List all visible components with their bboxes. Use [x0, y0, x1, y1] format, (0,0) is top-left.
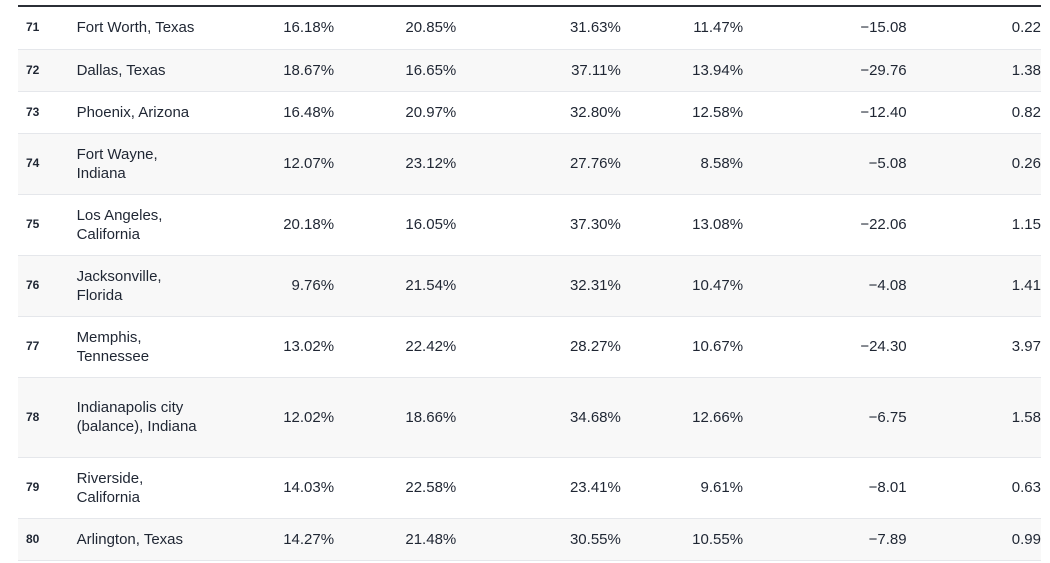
value-cell: 22.58% — [334, 457, 457, 519]
rank-cell: 79 — [18, 457, 77, 519]
value-cell: 0.26 — [906, 133, 1041, 195]
value-cell: 13.08% — [620, 194, 744, 256]
table-row: 71 Fort Worth, Texas 16.18% 20.85% 31.63… — [18, 7, 1041, 50]
value-cell: 0.63 — [906, 457, 1041, 519]
value-cell: 18.67% — [207, 49, 335, 92]
value-cell: 12.66% — [620, 377, 744, 458]
value-cell: 11.47% — [620, 7, 744, 50]
value-cell: −8.01 — [743, 457, 907, 519]
value-cell: 18.66% — [334, 377, 457, 458]
value-cell: 0.99 — [906, 518, 1041, 561]
rank-cell: 80 — [18, 518, 77, 561]
value-cell: −7.89 — [743, 518, 907, 561]
value-cell: 16.05% — [334, 194, 457, 256]
value-cell: −12.40 — [743, 91, 907, 134]
value-cell: 10.55% — [620, 518, 744, 561]
value-cell: 37.11% — [456, 49, 621, 92]
city-cell: Los Angeles, California — [76, 194, 208, 256]
value-cell: 3.97 — [906, 316, 1041, 378]
table-row: 78 Indianapolis city (balance), Indiana … — [18, 377, 1041, 458]
table-row: 79 Riverside, California 14.03% 22.58% 2… — [18, 457, 1041, 519]
value-cell: 14.27% — [207, 518, 335, 561]
value-cell: 32.31% — [456, 255, 621, 317]
value-cell: 21.54% — [334, 255, 457, 317]
rank-cell: 76 — [18, 255, 77, 317]
city-cell: Fort Worth, Texas — [76, 7, 208, 50]
table-row: 77 Memphis, Tennessee 13.02% 22.42% 28.2… — [18, 316, 1041, 378]
value-cell: 27.76% — [456, 133, 621, 195]
value-cell: 10.47% — [620, 255, 744, 317]
rankings-table: 71 Fort Worth, Texas 16.18% 20.85% 31.63… — [18, 7, 1041, 561]
value-cell: −4.08 — [743, 255, 907, 317]
rankings-table-container: 71 Fort Worth, Texas 16.18% 20.85% 31.63… — [18, 5, 1041, 561]
value-cell: 12.07% — [207, 133, 335, 195]
value-cell: 16.65% — [334, 49, 457, 92]
table-row: 80 Arlington, Texas 14.27% 21.48% 30.55%… — [18, 518, 1041, 561]
value-cell: −15.08 — [743, 7, 907, 50]
value-cell: 12.58% — [620, 91, 744, 134]
city-cell: Riverside, California — [76, 457, 208, 519]
rank-cell: 75 — [18, 194, 77, 256]
rank-cell: 78 — [18, 377, 77, 458]
value-cell: 13.94% — [620, 49, 744, 92]
value-cell: 34.68% — [456, 377, 621, 458]
value-cell: −29.76 — [743, 49, 907, 92]
city-cell: Arlington, Texas — [76, 518, 208, 561]
value-cell: 20.85% — [334, 7, 457, 50]
value-cell: 37.30% — [456, 194, 621, 256]
table-row: 72 Dallas, Texas 18.67% 16.65% 37.11% 13… — [18, 49, 1041, 92]
city-cell: Phoenix, Arizona — [76, 91, 208, 134]
rank-cell: 73 — [18, 91, 77, 134]
value-cell: −5.08 — [743, 133, 907, 195]
value-cell: −6.75 — [743, 377, 907, 458]
value-cell: 23.41% — [456, 457, 621, 519]
table-row: 76 Jacksonville, Florida 9.76% 21.54% 32… — [18, 255, 1041, 317]
city-cell: Dallas, Texas — [76, 49, 208, 92]
value-cell: 30.55% — [456, 518, 621, 561]
rank-cell: 71 — [18, 7, 77, 50]
table-row: 75 Los Angeles, California 20.18% 16.05%… — [18, 194, 1041, 256]
value-cell: 12.02% — [207, 377, 335, 458]
value-cell: 32.80% — [456, 91, 621, 134]
value-cell: 1.41 — [906, 255, 1041, 317]
rank-cell: 72 — [18, 49, 77, 92]
value-cell: 9.61% — [620, 457, 744, 519]
value-cell: 23.12% — [334, 133, 457, 195]
rank-cell: 74 — [18, 133, 77, 195]
value-cell: 16.18% — [207, 7, 335, 50]
value-cell: 14.03% — [207, 457, 335, 519]
value-cell: 20.18% — [207, 194, 335, 256]
value-cell: −24.30 — [743, 316, 907, 378]
value-cell: 16.48% — [207, 91, 335, 134]
rank-cell: 77 — [18, 316, 77, 378]
value-cell: 10.67% — [620, 316, 744, 378]
value-cell: 13.02% — [207, 316, 335, 378]
value-cell: 9.76% — [207, 255, 335, 317]
value-cell: 31.63% — [456, 7, 621, 50]
table-row: 73 Phoenix, Arizona 16.48% 20.97% 32.80%… — [18, 91, 1041, 134]
city-cell: Jacksonville, Florida — [76, 255, 208, 317]
value-cell: 0.82 — [906, 91, 1041, 134]
value-cell: 8.58% — [620, 133, 744, 195]
value-cell: 0.22 — [906, 7, 1041, 50]
value-cell: 1.15 — [906, 194, 1041, 256]
city-cell: Fort Wayne, Indiana — [76, 133, 208, 195]
value-cell: 28.27% — [456, 316, 621, 378]
value-cell: 21.48% — [334, 518, 457, 561]
value-cell: 1.58 — [906, 377, 1041, 458]
city-cell: Memphis, Tennessee — [76, 316, 208, 378]
value-cell: −22.06 — [743, 194, 907, 256]
city-cell: Indianapolis city (balance), Indiana — [76, 377, 208, 458]
value-cell: 1.38 — [906, 49, 1041, 92]
value-cell: 22.42% — [334, 316, 457, 378]
value-cell: 20.97% — [334, 91, 457, 134]
table-row: 74 Fort Wayne, Indiana 12.07% 23.12% 27.… — [18, 133, 1041, 195]
